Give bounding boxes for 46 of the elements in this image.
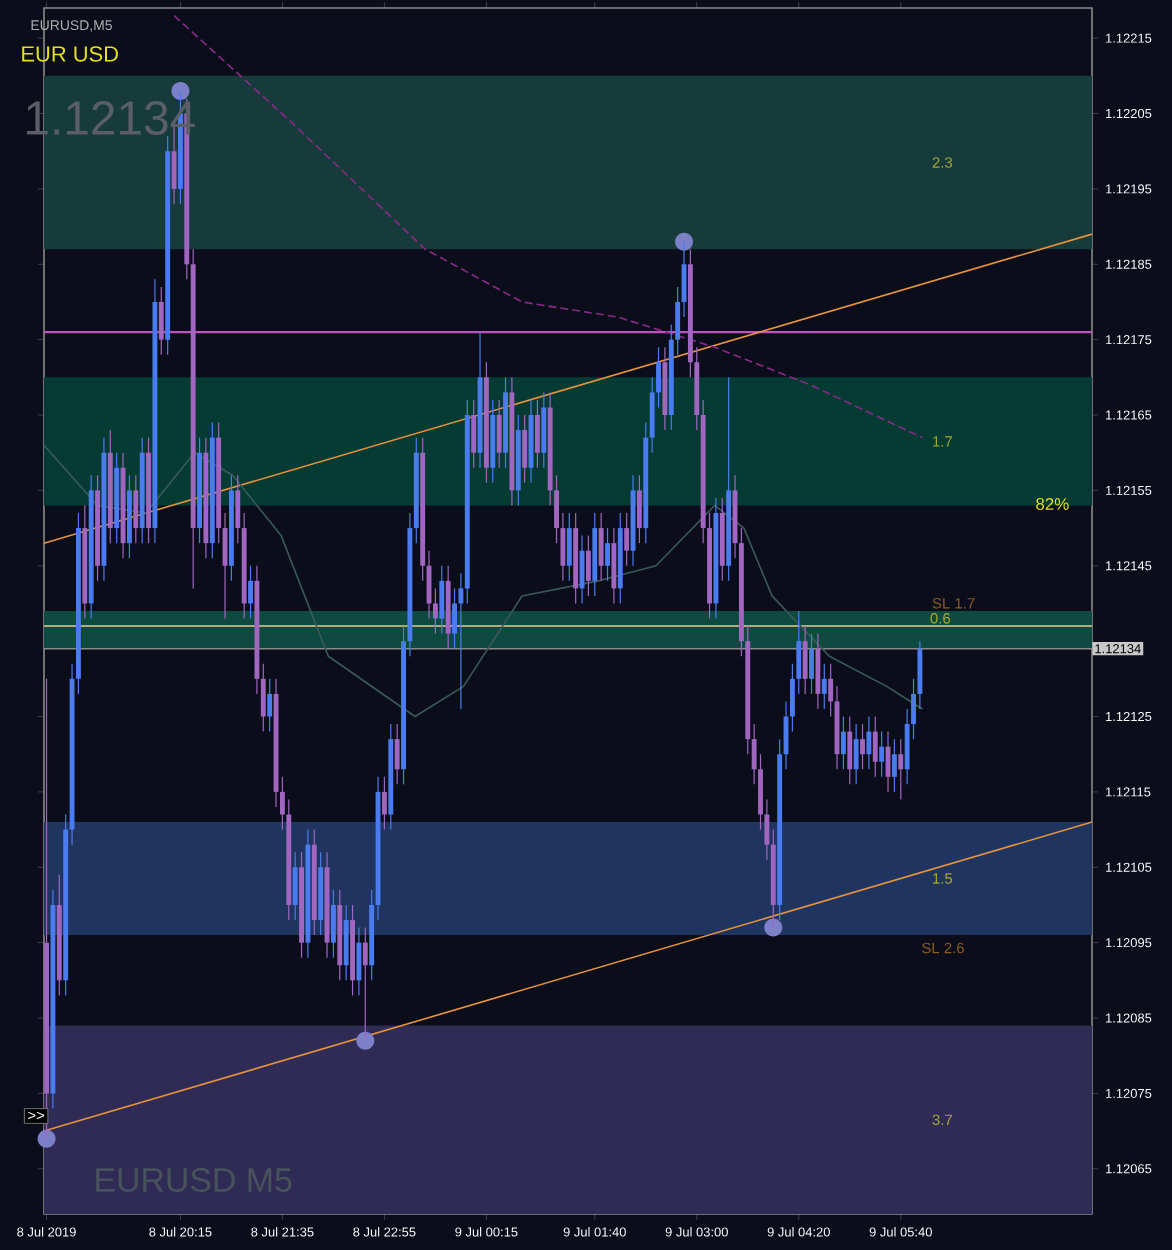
text: EUR USD — [22, 46, 118, 62]
candlestick — [891, 738, 897, 793]
candlestick — [496, 399, 502, 469]
candlestick — [158, 286, 164, 356]
candlestick — [821, 663, 827, 710]
candlestick — [847, 715, 853, 785]
point — [356, 1031, 375, 1050]
candlestick — [267, 678, 273, 733]
candlestick — [356, 926, 362, 997]
candlestick — [879, 730, 885, 778]
candlestick — [343, 904, 349, 981]
point — [37, 1129, 56, 1148]
point — [171, 81, 190, 100]
candlestick — [598, 512, 604, 582]
candlestick — [292, 851, 298, 921]
candlestick — [605, 527, 610, 582]
candlestick — [362, 926, 368, 1042]
candlestick — [235, 474, 241, 544]
candlestick — [815, 633, 821, 710]
annotation: 82% — [1036, 498, 1069, 510]
candlestick — [840, 715, 846, 770]
candlestick — [330, 889, 336, 959]
candlestick — [522, 414, 528, 484]
candlestick — [471, 399, 477, 469]
line-series — [43, 444, 924, 718]
candlestick — [860, 723, 865, 770]
candlestick — [439, 565, 445, 635]
candlestick — [872, 715, 878, 778]
candlestick — [802, 625, 808, 695]
candlestick — [866, 715, 872, 770]
candlestick — [624, 512, 630, 567]
candlestick — [898, 738, 904, 801]
candlestick — [394, 723, 400, 785]
point — [764, 918, 783, 937]
candlestick — [585, 535, 591, 597]
candlestick — [541, 391, 547, 469]
candlestick — [853, 723, 859, 785]
candlestick — [636, 474, 642, 544]
candlestick — [381, 776, 387, 831]
candlestick — [133, 474, 139, 544]
candlestick — [611, 527, 617, 605]
point — [675, 232, 694, 251]
candlestick — [248, 565, 253, 620]
candlestick — [566, 512, 572, 582]
candlestick — [534, 399, 540, 469]
candlestick — [809, 633, 814, 695]
